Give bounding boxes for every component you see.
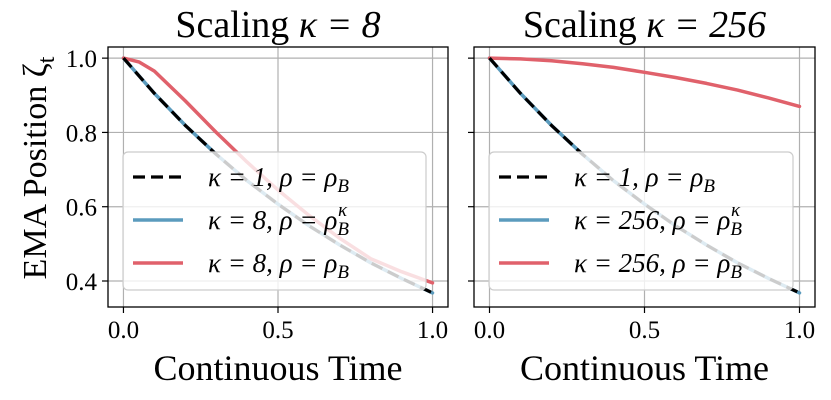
legend-label-main: κ = 8, ρ = ρ xyxy=(208,248,337,278)
x-tick-label: 0.0 xyxy=(108,317,139,344)
y-axis-label-main: EMA Position ζ xyxy=(17,63,54,279)
legend-label-main: κ = 256, ρ = ρ xyxy=(574,248,730,278)
panels: 0.0 0.5 1.0 0.4 0.6 0.8 1.0 Scaling κ = 8 Contin… xyxy=(66,4,816,388)
x-tick-label: 0.5 xyxy=(262,317,293,344)
legend-box xyxy=(488,151,794,291)
y-tick-label: 0.4 xyxy=(66,269,98,296)
legend-label: κ = 1, ρ = ρB xyxy=(574,162,715,197)
y-tick-label: 0.8 xyxy=(66,120,97,147)
y-tick-label: 1.0 xyxy=(66,46,97,73)
legend-label-sub: B xyxy=(337,219,349,240)
legend-label: κ = 1, ρ = ρB xyxy=(208,162,349,197)
series-line-2 xyxy=(487,56,802,109)
legend-label-sup: κ xyxy=(338,200,348,221)
title-text: Scaling xyxy=(523,4,646,46)
panel-title: Scaling κ = 256 xyxy=(523,4,766,46)
axes-frame xyxy=(107,46,449,308)
legend-box xyxy=(122,151,427,291)
legend-label-main: κ = 1, ρ = ρ xyxy=(208,162,337,192)
legend-label-main: κ = 256, ρ = ρ xyxy=(574,205,730,235)
legend-label: κ = 256, ρ = ρB xyxy=(574,248,742,283)
title-text: Scaling xyxy=(175,4,298,46)
title-math: κ = 8 xyxy=(299,4,381,46)
y-tick-label: 0.6 xyxy=(66,195,97,222)
x-axis-label: Continuous Time xyxy=(520,348,769,388)
panel-title: Scaling κ = 8 xyxy=(175,4,380,46)
legend-label: κ = 8, ρ = ρB xyxy=(208,248,349,283)
axes-frame xyxy=(473,46,816,308)
legend-label-sub: B xyxy=(337,262,349,283)
x-tick-label: 0.5 xyxy=(629,317,660,344)
panel-1: 0.0 0.5 1.0 0.4 0.6 0.8 1.0 Scaling κ = 8 Contin… xyxy=(66,4,449,388)
legend-label-sub: B xyxy=(703,176,715,197)
legend-label-sub: B xyxy=(730,262,742,283)
y-axis-label-sub: t xyxy=(34,56,60,63)
legend-label-sub: B xyxy=(730,219,742,240)
legend-label-main: κ = 1, ρ = ρ xyxy=(574,162,703,192)
legend-label-sup: κ xyxy=(731,200,741,221)
y-axis-label: EMA Position ζt xyxy=(17,56,60,279)
x-axis-label: Continuous Time xyxy=(153,348,402,388)
panel-2: 0.0 0.5 1.0 Scaling κ = 256 Continuous Time κ… xyxy=(468,4,816,388)
legend-label-main: κ = 8, ρ = ρ xyxy=(208,205,337,235)
legend-label: κ = 256, ρ = ρBκ xyxy=(574,200,742,240)
x-tick-label: 1.0 xyxy=(417,317,448,344)
legend-label-sub: B xyxy=(337,176,349,197)
x-tick-label: 1.0 xyxy=(784,317,815,344)
legend-label: κ = 8, ρ = ρBκ xyxy=(208,200,349,240)
title-math: κ = 256 xyxy=(646,4,766,46)
x-tick-label: 0.0 xyxy=(474,317,505,344)
